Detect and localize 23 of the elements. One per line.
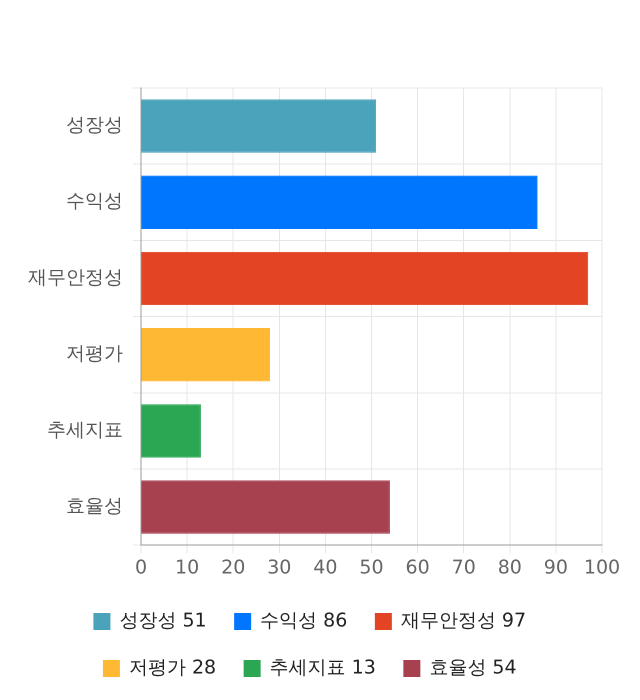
- x-tick-label: 100: [584, 556, 620, 579]
- x-tick-label: 30: [267, 556, 292, 579]
- x-tick-label: 60: [406, 556, 430, 579]
- y-tick-label: 성장성: [66, 114, 123, 136]
- x-tick-label: 50: [359, 556, 384, 579]
- legend-label: 재무안정성 97: [400, 609, 526, 632]
- legend-label: 효율성 54: [429, 656, 517, 678]
- y-tick-label: 추세지표: [47, 418, 123, 441]
- x-tick-label: 20: [221, 556, 246, 579]
- x-tick-label: 80: [498, 556, 522, 579]
- x-tick-label: 90: [544, 556, 568, 579]
- x-tick-label: 10: [175, 556, 200, 579]
- x-tick-label: 70: [452, 556, 476, 579]
- y-tick-label: 효율성: [66, 495, 123, 518]
- legend-label: 추세지표 13: [270, 656, 376, 678]
- x-tick-label: 0: [134, 556, 148, 579]
- y-tick-label: 재무안정성: [28, 266, 123, 288]
- legend-label: 저평가 28: [128, 656, 216, 678]
- x-tick-label: 40: [313, 556, 338, 579]
- legend-label: 수익성 86: [260, 609, 348, 632]
- y-tick-label: 수익성: [66, 190, 123, 212]
- legend-label: 성장성 51: [119, 609, 207, 632]
- y-tick-label: 저평가: [66, 342, 123, 365]
